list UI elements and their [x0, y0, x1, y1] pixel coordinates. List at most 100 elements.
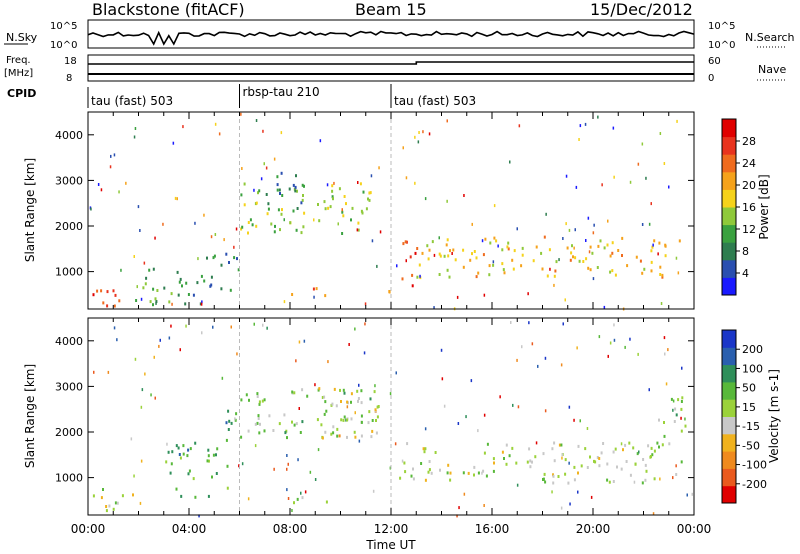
velocity-speckle [374, 384, 376, 388]
power-speckle [137, 205, 140, 209]
velocity-point [653, 449, 656, 453]
power-point [96, 289, 99, 293]
power-point [548, 248, 551, 252]
velocity-colorbar-swatch [722, 381, 736, 400]
velocity-speckle [629, 337, 631, 341]
velocity-speckle [551, 490, 553, 494]
velocity-point [121, 494, 124, 498]
velocity-point [644, 478, 647, 482]
date-title: 15/Dec/2012 [590, 0, 693, 19]
power-speckle [637, 162, 640, 166]
velocity-point [508, 454, 511, 458]
velocity-point [486, 442, 489, 446]
power-point [489, 241, 492, 245]
power-colorbar-swatch [722, 119, 736, 138]
velocity-point [258, 402, 261, 406]
power-point [501, 262, 504, 266]
velocity-colorbar-swatch [722, 485, 736, 504]
velocity-point [225, 438, 228, 442]
power-point [279, 192, 281, 195]
velocity-point [299, 431, 302, 434]
power-point [462, 248, 465, 252]
power-colorbar-swatch [722, 207, 736, 226]
power-point [240, 193, 243, 197]
velocity-speckle [481, 471, 483, 475]
velocity-point [528, 447, 531, 451]
power-point [635, 255, 638, 259]
power-colorbar-tick-label: 24 [742, 157, 756, 170]
velocity-speckle [241, 462, 244, 466]
power-point [329, 205, 332, 209]
velocity-speckle [93, 370, 95, 374]
power-point [511, 258, 514, 262]
power-point [653, 239, 656, 243]
velocity-point [616, 465, 618, 469]
power-speckle [481, 239, 484, 243]
velocity-speckle [517, 405, 520, 409]
velocity-speckle [317, 448, 320, 452]
velocity-point [256, 392, 259, 396]
velocity-colorbar-swatch [722, 347, 736, 366]
power-speckle [584, 122, 587, 126]
velocity-speckle [483, 504, 485, 507]
velocity-ytick-label: 3000 [55, 380, 83, 393]
power-speckle [253, 188, 255, 192]
velocity-speckle [394, 442, 397, 446]
power-point [362, 190, 365, 194]
power-point [546, 274, 549, 278]
power-speckle [133, 255, 135, 258]
velocity-colorbar: -200 -100 -50 -15 15 50 100 200 Velocity [m s-1… [721, 329, 781, 504]
velocity-point [634, 462, 637, 466]
velocity-point [606, 478, 609, 482]
power-point [324, 294, 327, 298]
power-scatter-layer [89, 112, 681, 311]
velocity-point [606, 462, 609, 466]
power-ytick-label: 2000 [55, 220, 83, 233]
velocity-point [320, 423, 323, 427]
velocity-point [338, 434, 341, 438]
velocity-point [333, 387, 336, 391]
power-colorbar-swatch [722, 242, 736, 261]
power-speckle [197, 257, 199, 261]
power-point [535, 245, 538, 249]
power-point [317, 203, 319, 206]
power-point [416, 275, 419, 279]
velocity-speckle [569, 502, 571, 506]
power-point [220, 263, 223, 267]
velocity-speckle [521, 345, 523, 349]
velocity-point [206, 459, 209, 463]
velocity-colorbar-swatches [722, 330, 736, 504]
velocity-speckle [562, 322, 564, 326]
velocity-point [675, 473, 678, 476]
power-point [350, 218, 352, 222]
power-speckle [182, 125, 184, 129]
time-tick-label: 00:00 [677, 522, 712, 536]
velocity-speckle [568, 405, 571, 409]
velocity-colorbar-swatch [722, 468, 736, 487]
velocity-speckle [116, 338, 118, 342]
power-point [142, 286, 145, 290]
velocity-point [622, 448, 624, 452]
power-point [303, 211, 306, 215]
velocity-point [175, 444, 178, 448]
power-point [241, 225, 244, 229]
power-speckle [592, 231, 595, 235]
velocity-point [373, 390, 376, 394]
power-point [170, 292, 173, 296]
velocity-speckle [295, 359, 297, 363]
power-speckle [255, 119, 258, 122]
velocity-point [542, 452, 545, 456]
velocity-point [534, 455, 537, 459]
power-point [324, 207, 327, 211]
power-point [475, 275, 478, 279]
velocity-point [553, 441, 556, 445]
power-point [278, 188, 281, 192]
velocity-point [573, 465, 576, 469]
time-tick-label: 04:00 [172, 522, 207, 536]
power-point [203, 279, 206, 283]
power-point [661, 273, 664, 277]
beam-title: Beam 15 [355, 0, 427, 19]
power-point [247, 231, 249, 235]
power-point [196, 281, 199, 285]
velocity-point [473, 465, 476, 469]
